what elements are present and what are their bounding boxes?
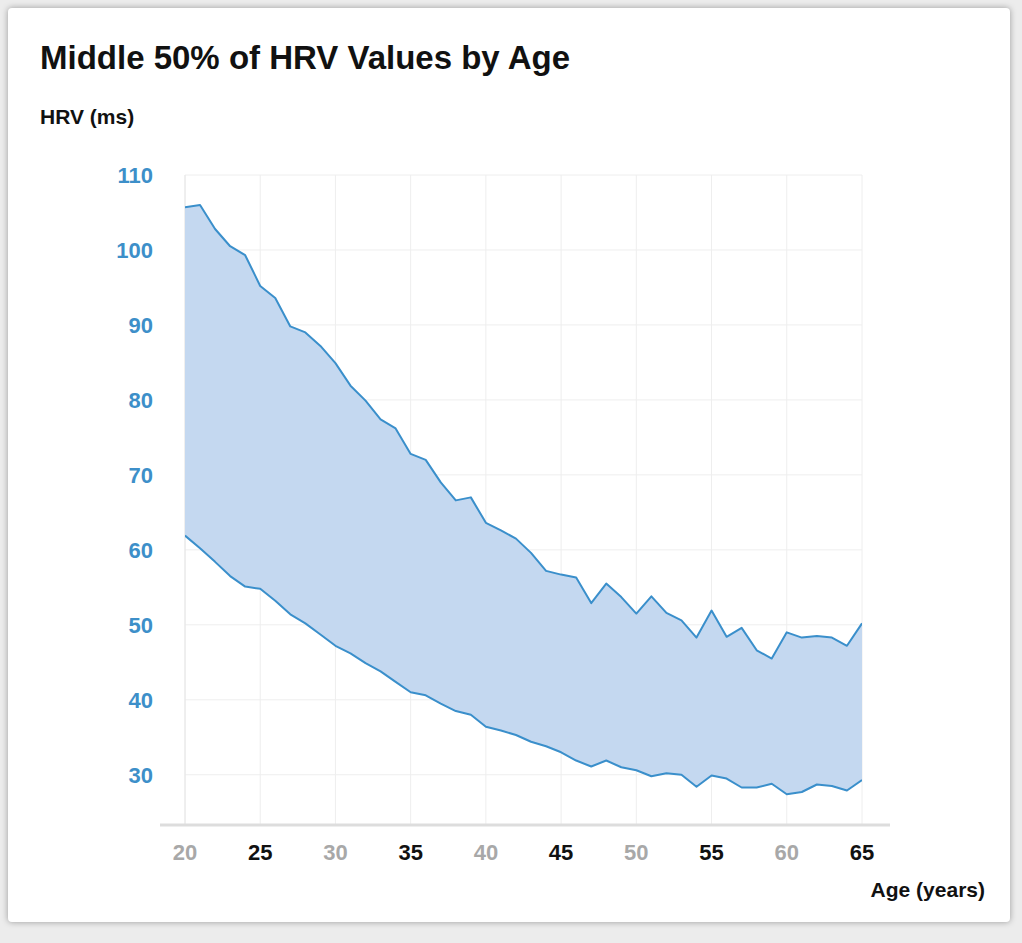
x-tick-label: 50 bbox=[624, 840, 648, 865]
y-grid-line bbox=[185, 249, 862, 250]
y-tick-label: 100 bbox=[116, 238, 153, 263]
x-tick-label: 40 bbox=[474, 840, 498, 865]
x-tick-label: 45 bbox=[549, 840, 573, 865]
y-tick-label: 80 bbox=[129, 388, 153, 413]
grid bbox=[185, 175, 862, 825]
y-tick-label: 40 bbox=[129, 688, 153, 713]
chart: Middle 50% of HRV Values by Age HRV (ms) A… bbox=[0, 0, 1022, 943]
x-tick-label: 35 bbox=[398, 840, 422, 865]
x-tick-label: 55 bbox=[699, 840, 723, 865]
series-line bbox=[185, 536, 862, 795]
y-tick-label: 110 bbox=[118, 163, 154, 188]
x-tick-label: 20 bbox=[173, 840, 197, 865]
y-axis-label: HRV (ms) bbox=[40, 105, 134, 128]
x-tick-label: 25 bbox=[248, 840, 272, 865]
plot-area bbox=[185, 205, 862, 794]
y-tick-label: 50 bbox=[129, 613, 153, 638]
x-tick-label: 65 bbox=[850, 840, 874, 865]
band-fill bbox=[185, 205, 862, 794]
x-axis-label: Age (years) bbox=[871, 878, 985, 901]
x-tick-label: 30 bbox=[323, 840, 347, 865]
title: Middle 50% of HRV Values by Age bbox=[40, 39, 570, 76]
x-tick-label: 60 bbox=[775, 840, 799, 865]
y-tick-label: 30 bbox=[129, 763, 153, 788]
x-axis-line bbox=[160, 824, 890, 827]
y-tick-label: 60 bbox=[129, 538, 153, 563]
y-tick-label: 70 bbox=[129, 463, 153, 488]
y-grid-line bbox=[185, 175, 862, 176]
card bbox=[8, 8, 1010, 922]
y-tick-label: 90 bbox=[129, 313, 153, 338]
series-line bbox=[185, 205, 862, 659]
